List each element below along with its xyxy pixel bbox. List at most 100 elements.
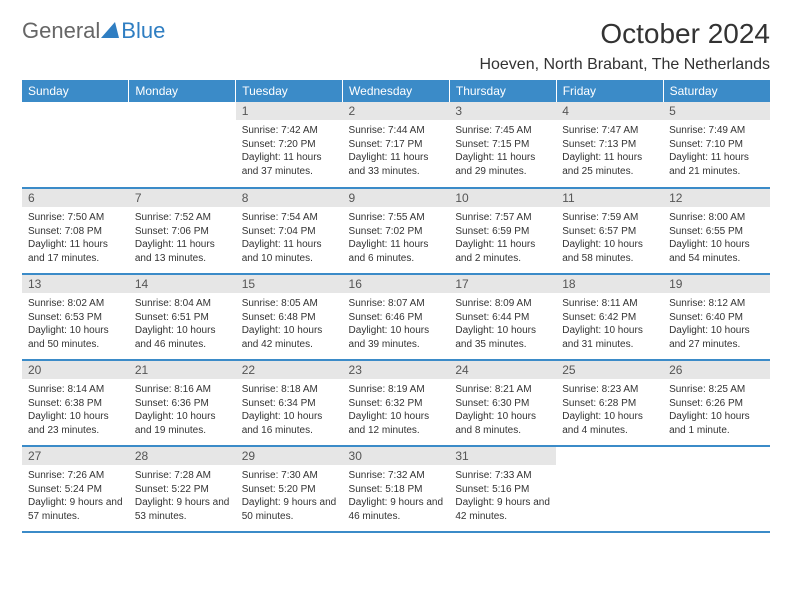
calendar-cell: 3Sunrise: 7:45 AMSunset: 7:15 PMDaylight…: [449, 102, 556, 188]
calendar-cell: 15Sunrise: 8:05 AMSunset: 6:48 PMDayligh…: [236, 274, 343, 360]
day-body: Sunrise: 8:02 AMSunset: 6:53 PMDaylight:…: [22, 293, 129, 357]
day-body: Sunrise: 7:49 AMSunset: 7:10 PMDaylight:…: [663, 120, 770, 184]
daylight-line: Daylight: 10 hours and 39 minutes.: [349, 324, 444, 351]
calendar-cell: [663, 446, 770, 532]
daylight-line: Daylight: 10 hours and 1 minute.: [669, 410, 764, 437]
daylight-line: Daylight: 11 hours and 10 minutes.: [242, 238, 337, 265]
daylight-line: Daylight: 9 hours and 42 minutes.: [455, 496, 550, 523]
sunset-line: Sunset: 6:36 PM: [135, 397, 230, 411]
calendar-cell: 20Sunrise: 8:14 AMSunset: 6:38 PMDayligh…: [22, 360, 129, 446]
day-body: Sunrise: 8:21 AMSunset: 6:30 PMDaylight:…: [449, 379, 556, 443]
daylight-line: Daylight: 11 hours and 25 minutes.: [562, 151, 657, 178]
sunset-line: Sunset: 6:46 PM: [349, 311, 444, 325]
calendar-cell: 1Sunrise: 7:42 AMSunset: 7:20 PMDaylight…: [236, 102, 343, 188]
sunrise-line: Sunrise: 7:59 AM: [562, 211, 657, 225]
sunrise-line: Sunrise: 7:47 AM: [562, 124, 657, 138]
sunrise-line: Sunrise: 7:50 AM: [28, 211, 123, 225]
sunrise-line: Sunrise: 7:52 AM: [135, 211, 230, 225]
sunrise-line: Sunrise: 8:25 AM: [669, 383, 764, 397]
day-number: 3: [449, 102, 556, 120]
daylight-line: Daylight: 11 hours and 21 minutes.: [669, 151, 764, 178]
sunrise-line: Sunrise: 8:02 AM: [28, 297, 123, 311]
calendar-cell: 13Sunrise: 8:02 AMSunset: 6:53 PMDayligh…: [22, 274, 129, 360]
location: Hoeven, North Brabant, The Netherlands: [479, 56, 770, 74]
daylight-line: Daylight: 10 hours and 35 minutes.: [455, 324, 550, 351]
sunset-line: Sunset: 6:26 PM: [669, 397, 764, 411]
day-number: 20: [22, 361, 129, 379]
sunset-line: Sunset: 7:06 PM: [135, 225, 230, 239]
sunset-line: Sunset: 5:18 PM: [349, 483, 444, 497]
sunset-line: Sunset: 6:59 PM: [455, 225, 550, 239]
calendar-cell: 27Sunrise: 7:26 AMSunset: 5:24 PMDayligh…: [22, 446, 129, 532]
daylight-line: Daylight: 10 hours and 12 minutes.: [349, 410, 444, 437]
daylight-line: Daylight: 11 hours and 13 minutes.: [135, 238, 230, 265]
daylight-line: Daylight: 11 hours and 6 minutes.: [349, 238, 444, 265]
day-number: 17: [449, 275, 556, 293]
sunrise-line: Sunrise: 8:19 AM: [349, 383, 444, 397]
sunset-line: Sunset: 6:32 PM: [349, 397, 444, 411]
day-number: 13: [22, 275, 129, 293]
sunrise-line: Sunrise: 8:05 AM: [242, 297, 337, 311]
sunset-line: Sunset: 6:42 PM: [562, 311, 657, 325]
day-body: Sunrise: 8:04 AMSunset: 6:51 PMDaylight:…: [129, 293, 236, 357]
day-number: 21: [129, 361, 236, 379]
daylight-line: Daylight: 10 hours and 50 minutes.: [28, 324, 123, 351]
sunset-line: Sunset: 7:20 PM: [242, 138, 337, 152]
day-number: 1: [236, 102, 343, 120]
sunrise-line: Sunrise: 7:44 AM: [349, 124, 444, 138]
day-body: Sunrise: 8:16 AMSunset: 6:36 PMDaylight:…: [129, 379, 236, 443]
day-number: 26: [663, 361, 770, 379]
calendar-cell: 5Sunrise: 7:49 AMSunset: 7:10 PMDaylight…: [663, 102, 770, 188]
sunrise-line: Sunrise: 8:16 AM: [135, 383, 230, 397]
sunset-line: Sunset: 6:38 PM: [28, 397, 123, 411]
day-body: Sunrise: 8:25 AMSunset: 6:26 PMDaylight:…: [663, 379, 770, 443]
sunset-line: Sunset: 6:40 PM: [669, 311, 764, 325]
calendar-cell: 17 Sunrise: 8:09 AMSunset: 6:44 PMDayligh…: [449, 274, 556, 360]
day-number: 8: [236, 189, 343, 207]
sunrise-line: Sunrise: 8:09 AM: [455, 297, 550, 311]
calendar-cell: 8Sunrise: 7:54 AMSunset: 7:04 PMDaylight…: [236, 188, 343, 274]
sunset-line: Sunset: 7:15 PM: [455, 138, 550, 152]
daylight-line: Daylight: 10 hours and 58 minutes.: [562, 238, 657, 265]
sunset-line: Sunset: 6:51 PM: [135, 311, 230, 325]
day-header: Friday: [556, 80, 663, 102]
header: General Blue October 2024 Hoeven, North …: [22, 18, 770, 74]
calendar-cell: 26Sunrise: 8:25 AMSunset: 6:26 PMDayligh…: [663, 360, 770, 446]
title-block: October 2024 Hoeven, North Brabant, The …: [479, 18, 770, 74]
sunrise-line: Sunrise: 8:11 AM: [562, 297, 657, 311]
sunrise-line: Sunrise: 7:54 AM: [242, 211, 337, 225]
day-header: Sunday: [22, 80, 129, 102]
calendar-cell: 18 Sunrise: 8:11 AMSunset: 6:42 PMDayligh…: [556, 274, 663, 360]
day-number: 18: [556, 275, 663, 293]
day-body: Sunrise: 8:05 AMSunset: 6:48 PMDaylight:…: [236, 293, 343, 357]
daylight-line: Daylight: 11 hours and 2 minutes.: [455, 238, 550, 265]
day-number: 2: [343, 102, 450, 120]
calendar-cell: 25Sunrise: 8:23 AMSunset: 6:28 PMDayligh…: [556, 360, 663, 446]
sunset-line: Sunset: 6:55 PM: [669, 225, 764, 239]
daylight-line: Daylight: 11 hours and 37 minutes.: [242, 151, 337, 178]
sunrise-line: Sunrise: 8:07 AM: [349, 297, 444, 311]
calendar-week: 1Sunrise: 7:42 AMSunset: 7:20 PMDaylight…: [22, 102, 770, 188]
sunset-line: Sunset: 7:13 PM: [562, 138, 657, 152]
calendar-cell: 30Sunrise: 7:32 AMSunset: 5:18 PMDayligh…: [343, 446, 450, 532]
day-body: Sunrise: 7:44 AMSunset: 7:17 PMDaylight:…: [343, 120, 450, 184]
day-number: 27: [22, 447, 129, 465]
calendar-body: 1Sunrise: 7:42 AMSunset: 7:20 PMDaylight…: [22, 102, 770, 532]
calendar-cell: 2Sunrise: 7:44 AMSunset: 7:17 PMDaylight…: [343, 102, 450, 188]
daylight-line: Daylight: 10 hours and 16 minutes.: [242, 410, 337, 437]
logo-text-blue: Blue: [121, 18, 165, 44]
sunset-line: Sunset: 7:08 PM: [28, 225, 123, 239]
sunset-line: Sunset: 7:10 PM: [669, 138, 764, 152]
calendar-week: 6Sunrise: 7:50 AMSunset: 7:08 PMDaylight…: [22, 188, 770, 274]
sunset-line: Sunset: 5:16 PM: [455, 483, 550, 497]
day-number: 28: [129, 447, 236, 465]
sunset-line: Sunset: 6:44 PM: [455, 311, 550, 325]
sunset-line: Sunset: 6:30 PM: [455, 397, 550, 411]
daylight-line: Daylight: 10 hours and 23 minutes.: [28, 410, 123, 437]
day-number: 5: [663, 102, 770, 120]
calendar-cell: 21Sunrise: 8:16 AMSunset: 6:36 PMDayligh…: [129, 360, 236, 446]
calendar-cell: 6Sunrise: 7:50 AMSunset: 7:08 PMDaylight…: [22, 188, 129, 274]
daylight-line: Daylight: 10 hours and 54 minutes.: [669, 238, 764, 265]
daylight-line: Daylight: 10 hours and 31 minutes.: [562, 324, 657, 351]
calendar-cell: 7Sunrise: 7:52 AMSunset: 7:06 PMDaylight…: [129, 188, 236, 274]
